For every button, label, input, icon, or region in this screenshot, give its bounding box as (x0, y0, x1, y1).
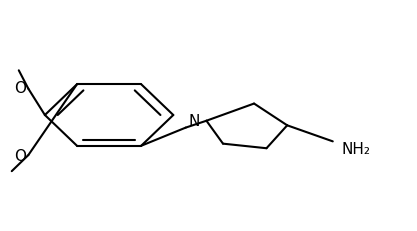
Text: O: O (14, 81, 26, 96)
Text: NH₂: NH₂ (341, 141, 370, 156)
Text: N: N (189, 113, 200, 128)
Text: O: O (14, 148, 26, 163)
